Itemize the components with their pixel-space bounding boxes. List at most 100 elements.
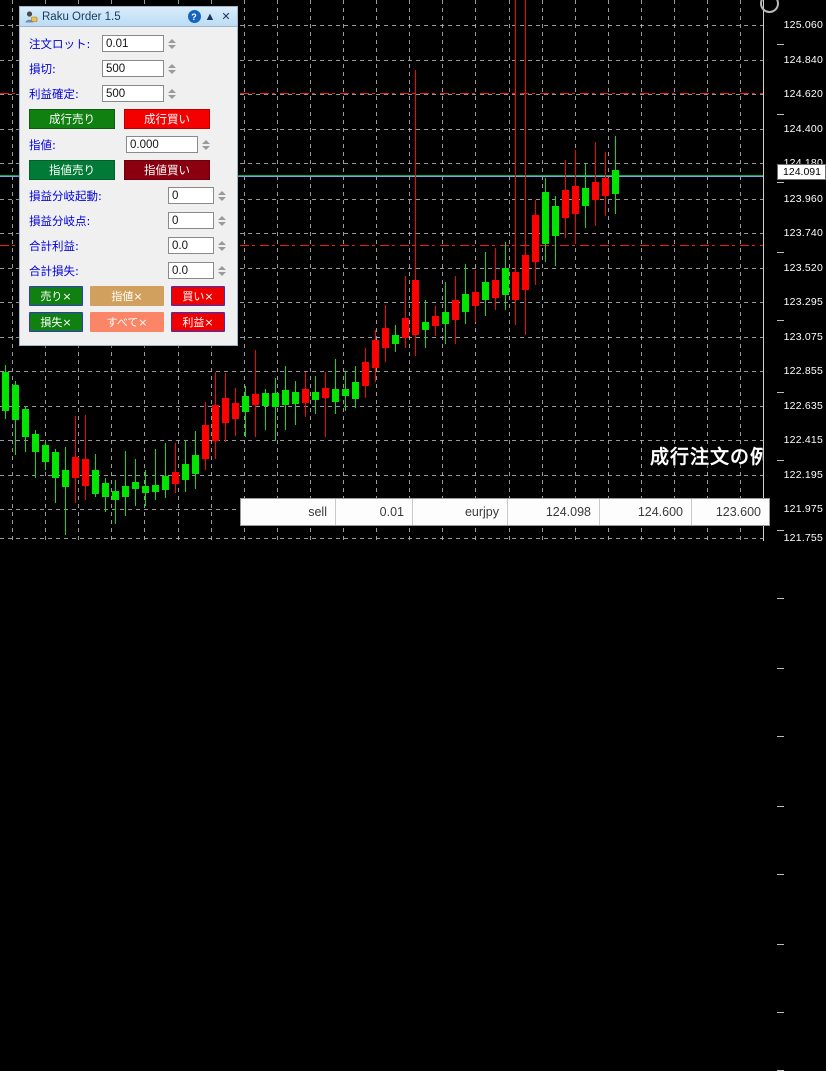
input-limit-price[interactable]: 0.000	[126, 136, 198, 153]
candle-body	[322, 388, 329, 398]
candle-body	[602, 178, 609, 196]
order-cell[interactable]: sell	[241, 499, 336, 525]
label-stop-loss: 損切:	[29, 61, 56, 76]
candle-body	[432, 316, 439, 326]
grid-line-vertical	[509, 0, 510, 541]
input-total-profit[interactable]: 0.0	[168, 237, 214, 254]
help-button[interactable]: ?	[186, 9, 202, 25]
input-total-loss[interactable]: 0.0	[168, 262, 214, 279]
stepper-total-profit[interactable]	[216, 237, 228, 255]
grid-line-vertical	[244, 0, 245, 541]
price-axis-tick	[776, 736, 784, 737]
price-axis-tick	[776, 114, 784, 115]
stepper-limit-price[interactable]	[200, 136, 212, 154]
price-axis-label: 125.060	[776, 19, 823, 45]
stepper-total-loss[interactable]	[216, 262, 228, 280]
candle-wick	[495, 248, 496, 310]
close-profit-button[interactable]: 利益×	[171, 312, 225, 332]
order-cell[interactable]: 124.600	[600, 499, 692, 525]
panel-titlebar[interactable]: Raku Order 1.5 ? ▲ ✕	[20, 7, 237, 27]
label-lot: 注文ロット:	[29, 36, 91, 51]
candle	[422, 0, 429, 541]
candle	[582, 0, 589, 541]
input-breakeven-point[interactable]: 0	[168, 212, 214, 229]
grid-line-horizontal	[0, 475, 764, 476]
candle-body	[352, 382, 359, 399]
stepper-lot[interactable]	[166, 35, 178, 53]
open-position-row[interactable]: sell 0.01 eurjpy 124.098 124.600 123.600	[240, 498, 770, 526]
close-all-button[interactable]: すべて×	[90, 312, 164, 332]
candle-wick	[275, 378, 276, 441]
order-cell[interactable]: 123.600	[715, 505, 761, 519]
candle-body	[532, 215, 539, 262]
candle	[442, 0, 449, 541]
candle-body	[42, 445, 49, 462]
label-limit-price: 指値:	[29, 137, 56, 152]
raku-order-panel: Raku Order 1.5 ? ▲ ✕ 注文ロット: 0.01 損切: 500…	[19, 6, 238, 346]
limit-order-buttons: 指値売り 指値買い	[29, 160, 228, 180]
candle	[142, 0, 149, 541]
grid-line-vertical	[409, 0, 410, 541]
grid-line-horizontal	[0, 233, 764, 234]
input-lot[interactable]: 0.01	[102, 35, 164, 52]
close-buy-button[interactable]: 買い×	[171, 286, 225, 306]
candle-body	[122, 486, 129, 497]
limit-buy-button[interactable]: 指値買い	[124, 160, 210, 180]
market-sell-button[interactable]: 成行売り	[29, 109, 115, 129]
candle	[152, 0, 159, 541]
field-row-total-profit: 合計利益: 0.0	[29, 236, 228, 255]
price-axis-tick	[776, 460, 784, 461]
price-axis[interactable]: 125.060 124.840 124.620 124.400 124.180 123.9…	[763, 0, 826, 1071]
order-cell[interactable]: 124.098	[508, 499, 600, 525]
candle	[192, 0, 199, 541]
stepper-breakeven-point[interactable]	[216, 212, 228, 230]
candle-wick	[415, 70, 416, 356]
chart-annotation: 成行注文の例	[649, 446, 770, 468]
field-row-limit-price: 指値: 0.000	[29, 135, 228, 154]
candle-body	[152, 485, 159, 492]
candle-body	[302, 389, 309, 403]
close-limit-button[interactable]: 指値×	[90, 286, 164, 306]
stepper-breakeven-trigger[interactable]	[216, 187, 228, 205]
stepper-take-profit[interactable]	[166, 85, 178, 103]
candle	[482, 0, 489, 541]
grid-line-horizontal	[0, 94, 764, 95]
stepper-stop-loss[interactable]	[166, 60, 178, 78]
field-row-stop-loss: 損切: 500	[29, 59, 228, 78]
input-breakeven-trigger[interactable]: 0	[168, 187, 214, 204]
candle-wick	[405, 276, 406, 348]
candle-body	[92, 470, 99, 494]
price-axis-label: 121.755	[776, 532, 823, 1071]
market-order-buttons: 成行売り 成行買い	[29, 109, 228, 129]
close-loss-button[interactable]: 損失×	[29, 312, 83, 332]
candle	[22, 0, 29, 541]
grid-line-horizontal	[0, 60, 764, 61]
price-axis-label: 122.195	[776, 469, 823, 945]
market-buy-button[interactable]: 成行買い	[124, 109, 210, 129]
bid-line	[0, 176, 764, 177]
candle	[242, 0, 249, 541]
input-take-profit[interactable]: 500	[102, 85, 164, 102]
candle	[562, 0, 569, 541]
candle-wick	[175, 443, 176, 493]
price-axis-label: 121.975	[776, 503, 823, 1013]
candle-body	[342, 389, 349, 396]
price-axis-tick	[776, 44, 784, 45]
order-cell[interactable]: 0.01	[336, 499, 413, 525]
limit-sell-button[interactable]: 指値売り	[29, 160, 115, 180]
price-axis-tick	[776, 874, 784, 875]
price-axis-tick	[776, 806, 784, 807]
input-stop-loss[interactable]: 500	[102, 60, 164, 77]
candle	[362, 0, 369, 541]
field-row-lot: 注文ロット: 0.01	[29, 34, 228, 53]
candle	[32, 0, 39, 541]
close-button[interactable]: ✕	[221, 11, 231, 23]
candle	[352, 0, 359, 541]
minimize-button[interactable]: ▲	[204, 10, 216, 23]
order-cell[interactable]: eurjpy	[413, 499, 508, 525]
close-sell-button[interactable]: 売り×	[29, 286, 83, 306]
candle-wick	[155, 449, 156, 500]
candle-body	[212, 405, 219, 441]
candle	[52, 0, 59, 541]
candle-body	[172, 472, 179, 484]
